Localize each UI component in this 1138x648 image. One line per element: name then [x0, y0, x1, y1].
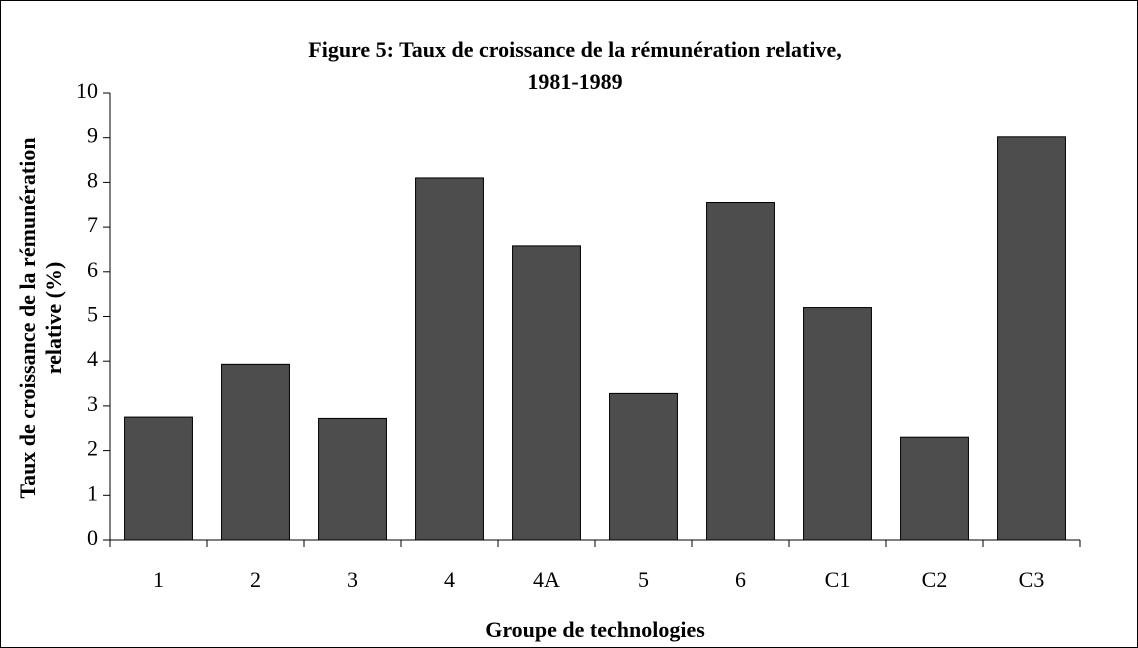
- x-tick-label: 5: [638, 567, 649, 592]
- x-tick-label: 6: [735, 567, 746, 592]
- y-tick-label: 4: [87, 346, 98, 371]
- y-tick-label: 1: [87, 480, 98, 505]
- y-tick-label: 9: [87, 123, 98, 148]
- y-axis-label: Taux de croissance de la rémunération: [15, 137, 40, 498]
- x-tick-label: 3: [347, 567, 358, 592]
- x-tick-label: 1: [153, 567, 164, 592]
- y-axis-label: relative (%): [41, 262, 66, 375]
- y-tick-label: 0: [87, 525, 98, 550]
- chart-title: 1981-1989: [527, 69, 622, 94]
- bar: [512, 245, 581, 541]
- bar: [124, 416, 193, 541]
- bar: [415, 177, 484, 541]
- x-axis-label: Groupe de technologies: [485, 617, 705, 642]
- y-tick-label: 10: [76, 78, 98, 103]
- x-tick-label: 2: [250, 567, 261, 592]
- y-tick-label: 7: [87, 212, 98, 237]
- bar: [803, 307, 872, 541]
- x-tick-label: 4A: [533, 567, 560, 592]
- bar: [997, 136, 1066, 541]
- x-tick-label: C2: [922, 567, 948, 592]
- bar: [609, 392, 678, 541]
- x-tick-label: C3: [1019, 567, 1045, 592]
- y-tick-label: 6: [87, 257, 98, 282]
- bar: [706, 202, 775, 541]
- y-tick-label: 8: [87, 167, 98, 192]
- y-tick-label: 3: [87, 391, 98, 416]
- bar: [900, 436, 969, 541]
- chart-title: Figure 5: Taux de croissance de la rémun…: [308, 37, 841, 62]
- y-tick-label: 5: [87, 302, 98, 327]
- bar: [318, 417, 387, 541]
- x-tick-label: C1: [825, 567, 851, 592]
- x-tick-label: 4: [444, 567, 455, 592]
- y-tick-label: 2: [87, 436, 98, 461]
- bar: [221, 363, 290, 541]
